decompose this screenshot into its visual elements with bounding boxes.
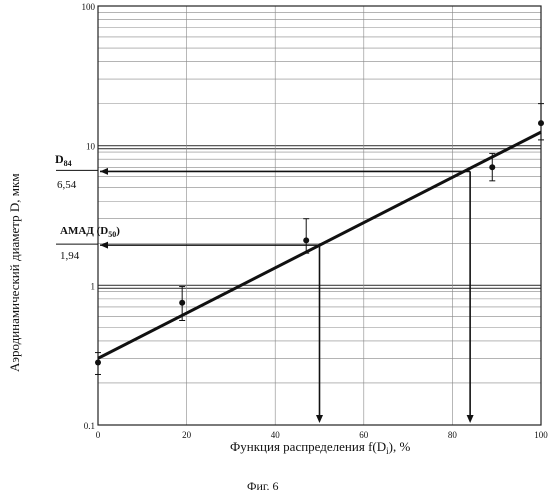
y-tick-label: 100: [82, 2, 96, 12]
y-axis-ticks: 0.1 1 10 100: [82, 2, 96, 431]
annotation-d84-value: 6,54: [57, 179, 77, 191]
x-tick-label: 100: [534, 430, 548, 440]
y-axis-label: Аэродинамический диаметр D, мкм: [7, 173, 22, 372]
x-tick-label: 0: [96, 430, 101, 440]
guide-arrow-d84-down: [467, 415, 474, 423]
data-point: [179, 300, 185, 306]
data-point: [538, 120, 544, 126]
guide-arrow-d50-down: [316, 415, 323, 423]
data-point: [489, 164, 495, 170]
guides: [56, 168, 474, 423]
data-point: [303, 237, 309, 243]
x-tick-label: 20: [182, 430, 192, 440]
guide-arrow-d84-left: [100, 168, 108, 175]
x-axis-label: Функция распределения f(Di), %: [230, 439, 410, 456]
data-point: [95, 360, 101, 366]
annotation-d50-label: АМАД (D50): [60, 225, 120, 239]
annotation-d50-value: 1,94: [60, 250, 80, 262]
figure-caption: Фиг. 6: [247, 479, 278, 493]
annotation-d84-label: D84: [55, 152, 72, 168]
y-tick-label: 1: [91, 281, 96, 291]
guide-arrow-d50-left: [100, 242, 108, 249]
x-tick-label: 80: [448, 430, 458, 440]
y-tick-label: 0.1: [84, 421, 95, 431]
y-tick-label: 10: [86, 142, 96, 152]
